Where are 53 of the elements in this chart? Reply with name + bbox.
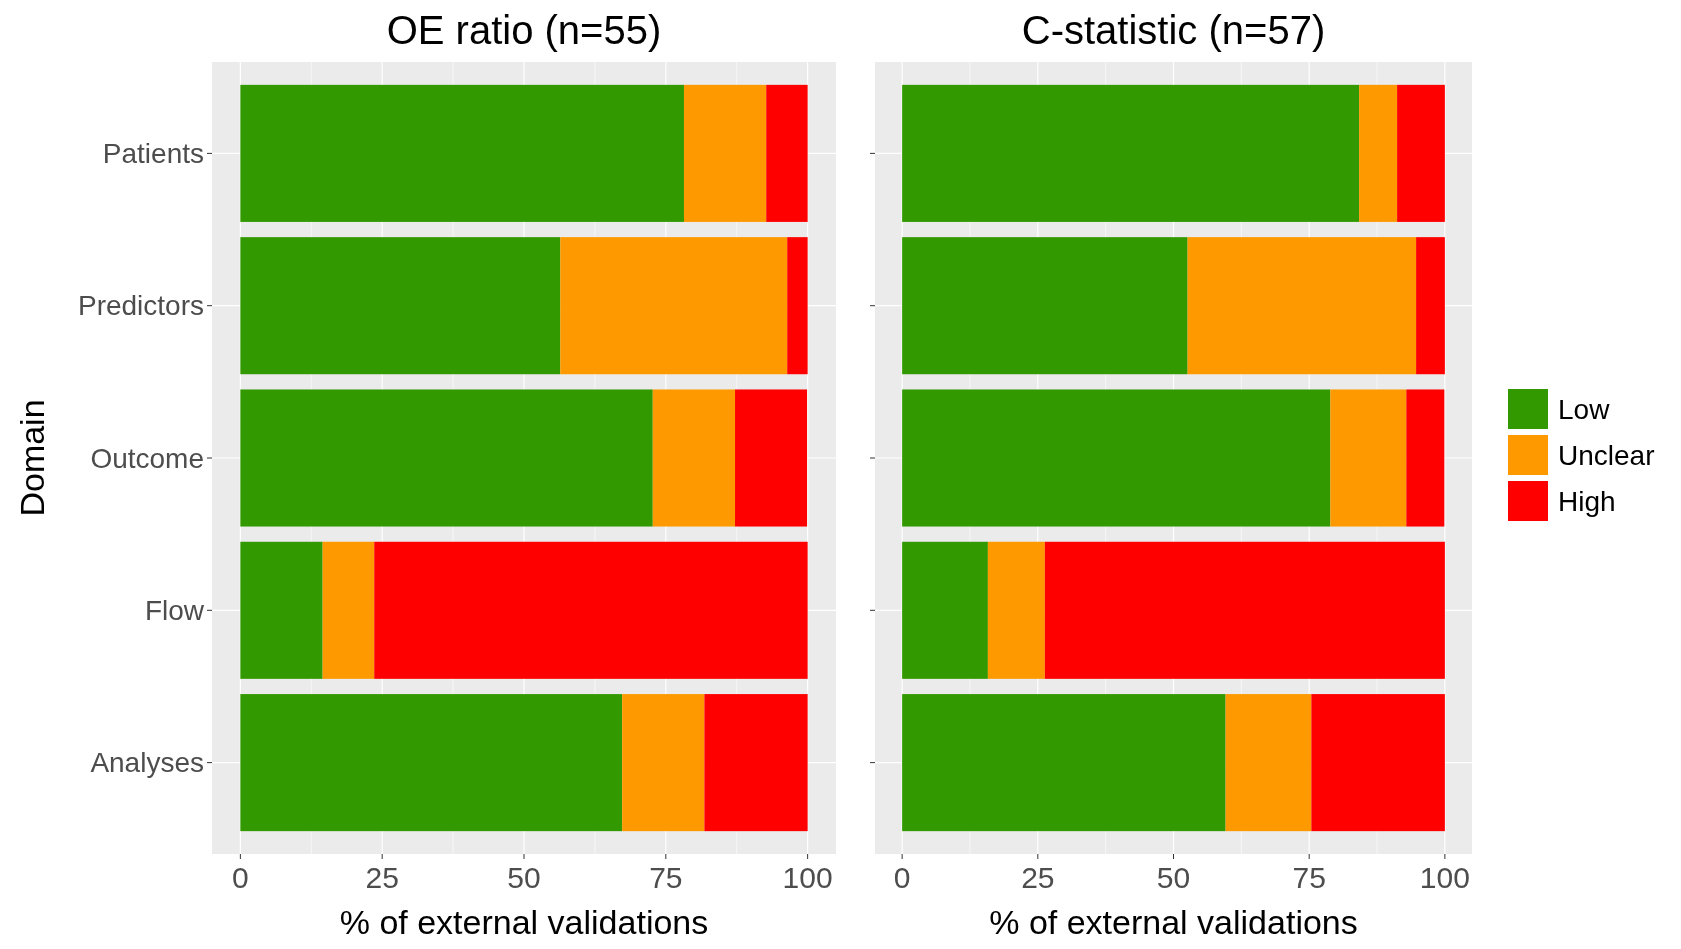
bar (683, 84, 767, 222)
bar (240, 84, 684, 222)
bar (560, 237, 788, 375)
y-tick-label: Analyses (90, 747, 204, 779)
bar (1187, 237, 1417, 375)
bar (374, 541, 808, 679)
x-tick-label: 0 (893, 861, 911, 894)
legend-label: High (1558, 485, 1616, 517)
x-tick-label: 100 (782, 861, 833, 894)
bar (902, 389, 1331, 527)
x-tick-label: 75 (649, 861, 683, 894)
y-axis-title: Domain (13, 399, 51, 517)
bar (1311, 694, 1445, 832)
bar (1044, 541, 1445, 679)
bar (240, 237, 561, 375)
x-tick-label: 0 (232, 861, 249, 894)
bar (322, 541, 375, 679)
x-tick-label: 50 (1156, 861, 1191, 894)
bar (240, 694, 623, 832)
bar (1416, 237, 1445, 375)
bar (1397, 84, 1445, 222)
bar (987, 541, 1045, 679)
bar (902, 694, 1226, 832)
bar (622, 694, 705, 832)
y-tick-label: Patients (102, 138, 204, 170)
bar (766, 84, 808, 222)
bar (1359, 84, 1398, 222)
bar (902, 541, 988, 679)
bar (1330, 389, 1407, 527)
x-tick-label: 25 (365, 861, 399, 894)
legend-label: Low (1558, 393, 1611, 425)
y-tick-label: Flow (144, 595, 205, 627)
bar (240, 541, 323, 679)
x-tick-label: 75 (1292, 861, 1326, 894)
chart-title: OE ratio (n=55) (386, 8, 662, 52)
x-tick-label: 50 (507, 861, 541, 894)
bar (1406, 389, 1445, 527)
x-axis-title: % of external validations (989, 903, 1358, 941)
bar (1225, 694, 1312, 832)
bar (902, 237, 1188, 375)
legend-label: Unclear (1558, 439, 1655, 471)
bar (704, 694, 808, 832)
chart-title: C-statistic (n=57) (1021, 8, 1326, 52)
y-tick-label: Predictors (77, 290, 204, 322)
x-tick-label: 100 (1419, 861, 1470, 894)
bar (787, 237, 808, 375)
bar (902, 84, 1360, 222)
bar (652, 389, 736, 527)
bar (735, 389, 808, 527)
bar (240, 389, 653, 527)
y-tick-label: Outcome (90, 442, 204, 474)
x-tick-label: 25 (1021, 861, 1055, 894)
x-axis-title: % of external validations (339, 903, 709, 941)
